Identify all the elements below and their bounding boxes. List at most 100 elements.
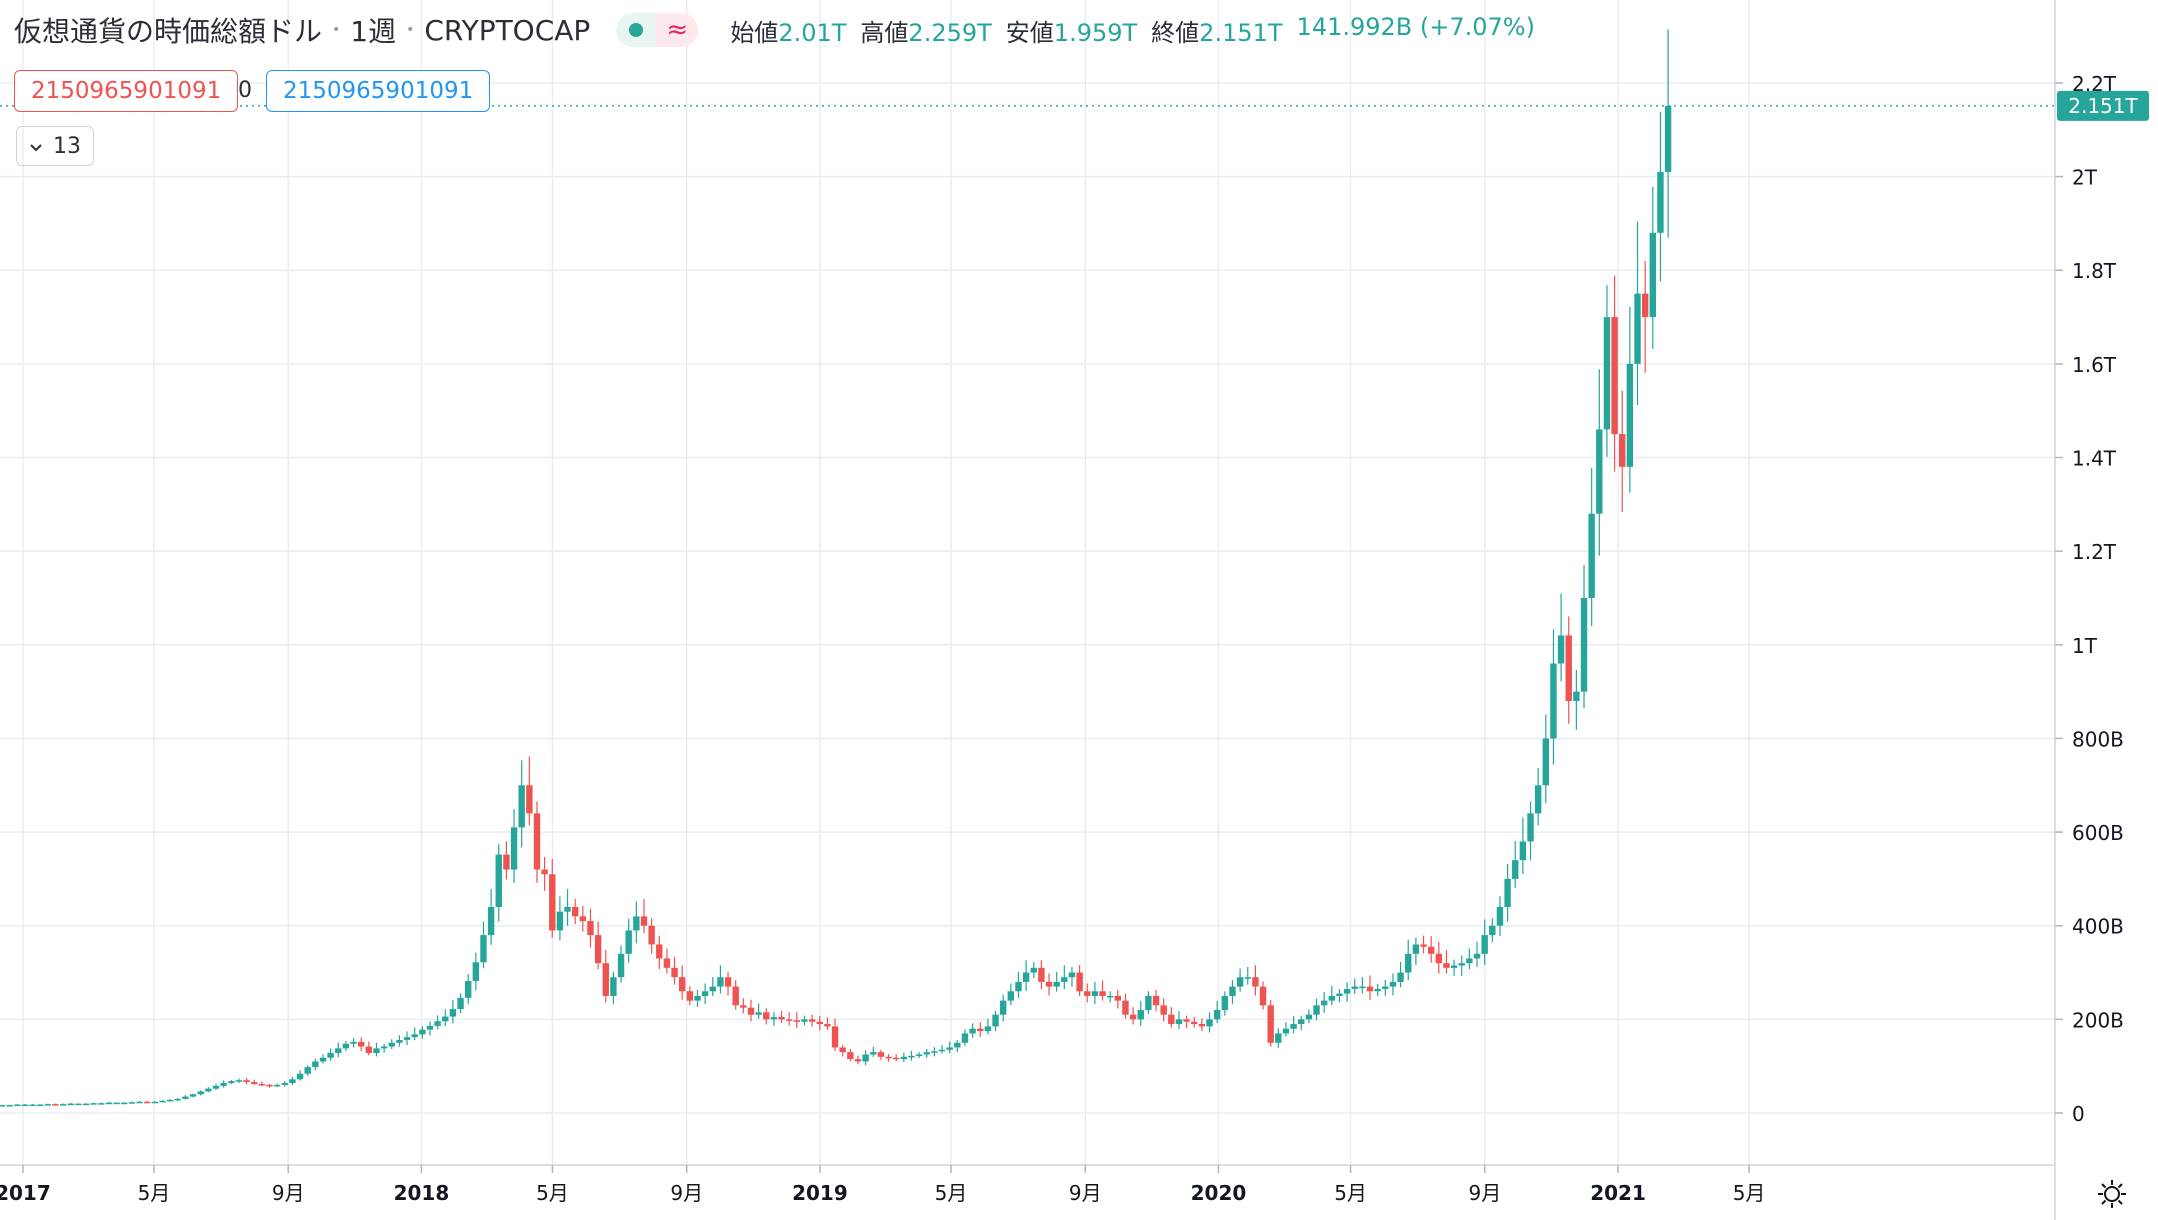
candle [235, 1078, 243, 1083]
candle [296, 1070, 304, 1081]
candle [1496, 896, 1504, 937]
candle [0, 1104, 6, 1107]
candle [212, 1083, 220, 1090]
last-price-tag: 2.151T [2057, 90, 2149, 121]
candle [289, 1076, 296, 1086]
x-tick-label: 5月 [536, 1181, 569, 1205]
candle [273, 1083, 281, 1087]
open-value: 2.01T [778, 18, 847, 47]
candle [1175, 1011, 1183, 1029]
candle [640, 899, 648, 934]
candle [243, 1078, 250, 1085]
candle [1106, 991, 1114, 1003]
candle [1084, 983, 1091, 1003]
candle [1267, 999, 1274, 1047]
y-tick-label: 2T [2072, 166, 2098, 190]
source-label[interactable]: CRYPTOCAP [424, 13, 591, 47]
candle [992, 1010, 999, 1032]
buy-value-box[interactable]: 2150965901091 [266, 70, 491, 112]
candle [701, 983, 709, 1005]
candle [1611, 275, 1618, 472]
candle [1275, 1028, 1282, 1048]
candle [442, 1009, 449, 1027]
candle [228, 1079, 235, 1085]
candle [105, 1101, 113, 1105]
candle [1412, 937, 1420, 965]
spread-value: 0 [238, 78, 252, 103]
delay-icon: ≈ [656, 13, 699, 47]
symbol-title[interactable]: 仮想通貨の時価総額ドル [14, 15, 323, 48]
candle [1657, 111, 1664, 282]
candle [411, 1027, 418, 1041]
x-tick-label: 5月 [1334, 1181, 1367, 1205]
indicator-count: 13 [53, 133, 81, 159]
candle [1382, 980, 1389, 996]
candle [915, 1052, 923, 1059]
candle [1626, 306, 1634, 493]
candle [14, 1104, 21, 1107]
candle [1405, 939, 1412, 981]
y-tick-label: 1.2T [2072, 540, 2117, 564]
candle [793, 1012, 801, 1029]
candle [1099, 980, 1106, 1001]
candle [549, 858, 556, 938]
candle [870, 1046, 877, 1057]
candle [1649, 187, 1657, 349]
candle [1030, 962, 1037, 979]
candle [961, 1029, 969, 1046]
candle [900, 1052, 908, 1063]
candle [816, 1015, 823, 1031]
candle [495, 844, 502, 922]
candle [52, 1103, 59, 1106]
settings-gear-icon[interactable] [2096, 1178, 2128, 1214]
candle [1565, 616, 1572, 724]
candle [449, 999, 457, 1024]
candle [877, 1049, 885, 1060]
candle [197, 1090, 204, 1096]
candle [686, 986, 694, 1006]
candle [579, 906, 587, 932]
candle [258, 1081, 266, 1087]
price-axis[interactable]: 0200B400B600B800B1T1.2T1.4T1.6T1.8T2T2.2… [2055, 72, 2124, 1126]
candle [121, 1102, 128, 1105]
grid-lines [0, 0, 2055, 1165]
x-tick-label: 2018 [394, 1181, 450, 1205]
candle [1374, 983, 1381, 997]
close-value: 2.151T [1199, 18, 1283, 47]
candle [1152, 989, 1160, 1012]
candle [182, 1095, 189, 1100]
candle [1664, 29, 1672, 238]
candle [1473, 941, 1481, 967]
candle [1114, 989, 1122, 1009]
candle [1619, 390, 1626, 513]
candle [67, 1102, 74, 1106]
candle [1397, 961, 1404, 988]
low-value: 1.959T [1053, 18, 1138, 47]
candle [464, 974, 472, 1005]
candle [205, 1087, 212, 1093]
candle [526, 756, 533, 826]
candle [510, 809, 518, 883]
candle [908, 1050, 915, 1061]
candle [977, 1022, 984, 1037]
x-tick-label: 5月 [1733, 1181, 1766, 1205]
indicators-collapse-button[interactable]: 13 [16, 126, 94, 166]
candle [1122, 993, 1129, 1019]
candle [1343, 982, 1351, 1002]
interval-label[interactable]: 1週 [350, 15, 397, 48]
chevron-down-icon [29, 134, 43, 159]
candle [350, 1038, 357, 1048]
candle [1061, 965, 1068, 990]
candle [801, 1015, 808, 1026]
change-value: 141.992B (+7.07%) [1296, 12, 1535, 41]
market-status[interactable]: ≈ [616, 13, 699, 47]
sell-value-box[interactable]: 2150965901091 [14, 70, 239, 112]
time-axis[interactable]: 2017 5月 9月 2018 5月 9月 2019 5月 9月 2020 5月 9月 2021 5月 [0, 1165, 1765, 1205]
candle [709, 976, 716, 997]
candle [984, 1018, 992, 1035]
x-tick-label: 9月 [1069, 1181, 1102, 1205]
candle [1573, 669, 1580, 730]
low-label: 安値 [1005, 18, 1054, 47]
candle [1206, 1012, 1213, 1033]
